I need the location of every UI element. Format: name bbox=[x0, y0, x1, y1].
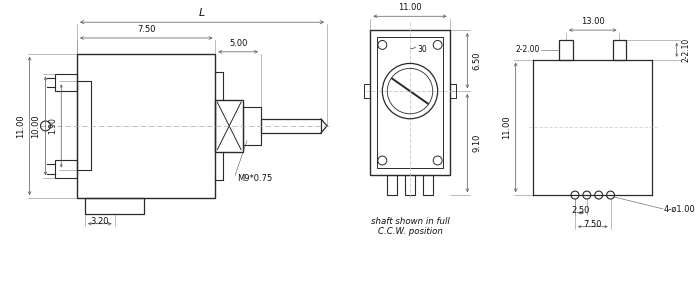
Text: M9*0.75: M9*0.75 bbox=[237, 174, 272, 183]
Bar bbox=[55, 74, 77, 91]
Text: 13.00: 13.00 bbox=[581, 17, 605, 26]
Text: 2-2.10: 2-2.10 bbox=[682, 38, 691, 62]
Text: 2.50: 2.50 bbox=[572, 206, 590, 215]
Text: C.C.W. position: C.C.W. position bbox=[377, 227, 442, 236]
Bar bbox=[55, 161, 77, 178]
Text: 11.00: 11.00 bbox=[15, 114, 24, 138]
Bar bbox=[612, 40, 626, 60]
Bar bbox=[77, 54, 216, 198]
Text: 11.00: 11.00 bbox=[502, 116, 511, 139]
Bar bbox=[261, 119, 321, 133]
Text: 30: 30 bbox=[417, 45, 427, 54]
Text: 7.50: 7.50 bbox=[137, 25, 155, 34]
Text: 6.50: 6.50 bbox=[473, 51, 481, 70]
Bar bbox=[449, 84, 456, 98]
Bar bbox=[377, 37, 442, 168]
Bar bbox=[405, 175, 415, 195]
Bar bbox=[370, 30, 449, 175]
Bar bbox=[363, 84, 370, 98]
Text: 4-ø1.00: 4-ø1.00 bbox=[664, 204, 696, 213]
Text: shaft shown in full: shaft shown in full bbox=[370, 217, 449, 226]
Bar bbox=[243, 107, 261, 145]
Bar bbox=[216, 100, 243, 152]
Text: L: L bbox=[199, 8, 205, 18]
Text: 5.00: 5.00 bbox=[229, 39, 247, 48]
Text: 11.00: 11.00 bbox=[398, 3, 422, 12]
Text: 10.00: 10.00 bbox=[32, 114, 41, 138]
Text: 2-2.00: 2-2.00 bbox=[515, 45, 540, 54]
Text: 7.50: 7.50 bbox=[584, 220, 602, 229]
Bar bbox=[77, 81, 91, 170]
Bar bbox=[559, 40, 573, 60]
Bar bbox=[423, 175, 433, 195]
Text: 3.20: 3.20 bbox=[90, 217, 109, 226]
Bar bbox=[387, 175, 397, 195]
Text: 9.10: 9.10 bbox=[473, 134, 481, 152]
Text: 1.90: 1.90 bbox=[48, 118, 57, 134]
Bar bbox=[85, 198, 144, 214]
